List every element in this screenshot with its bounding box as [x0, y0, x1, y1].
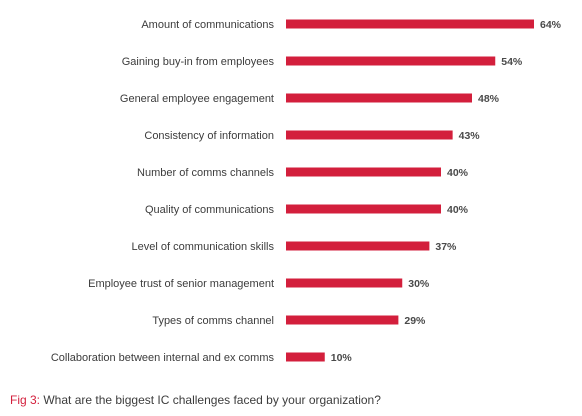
- value-label: 64%: [540, 19, 562, 31]
- bar: [286, 56, 496, 66]
- category-label: Number of comms channels: [137, 167, 274, 179]
- category-label: Level of communication skills: [132, 241, 275, 253]
- category-label: Amount of communications: [141, 19, 274, 31]
- bar-chart: Amount of communications 64% Gaining buy-i…: [51, 19, 562, 364]
- category-label: Types of comms channel: [152, 315, 274, 327]
- bar: [286, 278, 403, 288]
- bar: [286, 130, 453, 140]
- bar: [286, 315, 399, 325]
- bar: [286, 352, 325, 362]
- value-label: 43%: [459, 130, 481, 142]
- value-label: 10%: [331, 352, 353, 364]
- bar: [286, 167, 441, 177]
- category-label: Gaining buy-in from employees: [122, 56, 275, 68]
- figure-caption: Fig 3: What are the biggest IC challenge…: [10, 393, 381, 407]
- category-label: General employee engagement: [120, 93, 274, 105]
- value-label: 29%: [404, 315, 426, 327]
- value-label: 37%: [435, 241, 457, 253]
- value-label: 48%: [478, 93, 500, 105]
- bar: [286, 93, 472, 103]
- caption-text: What are the biggest IC challenges faced…: [40, 393, 381, 407]
- category-label: Employee trust of senior management: [88, 278, 274, 290]
- category-label: Collaboration between internal and ex co…: [51, 352, 275, 364]
- category-label: Quality of communications: [145, 204, 274, 216]
- bar: [286, 204, 441, 214]
- figure-number: Fig 3:: [10, 393, 41, 407]
- value-label: 54%: [501, 56, 523, 68]
- value-label: 40%: [447, 204, 469, 216]
- category-label: Consistency of information: [144, 130, 274, 142]
- value-label: 40%: [447, 167, 469, 179]
- value-label: 30%: [408, 278, 430, 290]
- bar: [286, 241, 430, 251]
- bar: [286, 19, 534, 29]
